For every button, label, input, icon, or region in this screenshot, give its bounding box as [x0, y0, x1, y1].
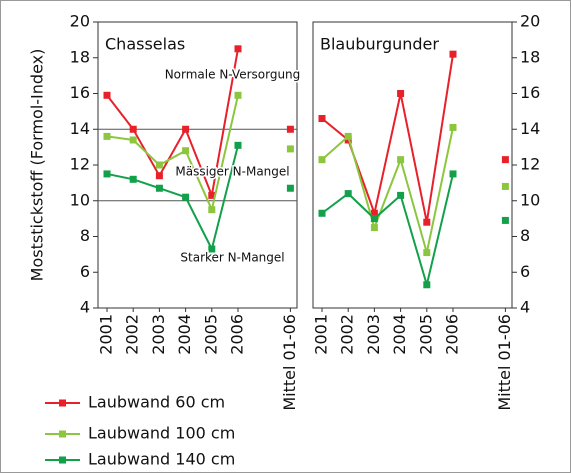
marker — [182, 193, 190, 201]
y-tick-label: 18 — [520, 47, 540, 66]
x-tick-label: 2005 — [201, 314, 220, 355]
x-tick-label: Mittel 01-06 — [280, 314, 299, 411]
y-tick-label: 10 — [70, 190, 90, 209]
marker — [103, 170, 111, 178]
marker — [318, 209, 326, 217]
marker — [155, 172, 163, 180]
marker — [129, 136, 137, 144]
marker — [397, 90, 405, 97]
y-tick-label: 20 — [70, 12, 90, 31]
marker — [344, 190, 352, 198]
marker — [449, 50, 457, 58]
y-tick-label: 16 — [70, 83, 90, 102]
marker — [397, 191, 405, 199]
marker — [155, 184, 163, 192]
x-tick-label: 2001 — [312, 314, 331, 355]
series-line — [321, 54, 454, 223]
x-tick-label: 2003 — [149, 314, 168, 355]
x-tick-label: 2006 — [228, 314, 247, 355]
marker — [286, 125, 294, 133]
marker — [155, 161, 163, 169]
annotation: Starker N-Mangel — [180, 251, 284, 265]
legend-marker — [59, 430, 66, 438]
legend-label: Laubwand 100 cm — [88, 424, 235, 443]
marker — [286, 145, 294, 153]
marker — [208, 191, 216, 199]
marker — [103, 132, 111, 140]
x-tick-label: 2005 — [416, 314, 435, 355]
marker — [370, 224, 378, 232]
marker — [208, 245, 216, 253]
marker — [370, 209, 378, 217]
y-tick-label: 16 — [520, 83, 540, 102]
series-line — [106, 95, 239, 213]
y-tick-label: 14 — [520, 119, 540, 138]
annotation: Mässiger N-Mangel — [175, 165, 289, 179]
marker — [234, 91, 242, 99]
marker — [423, 281, 431, 289]
marker — [449, 123, 457, 131]
annotation: Normale N-Versorgung — [165, 68, 301, 82]
x-tick-label: Mittel 01-06 — [495, 314, 514, 411]
series-line — [106, 48, 239, 200]
x-tick-label: 2001 — [97, 314, 116, 355]
y-tick-label: 10 — [520, 190, 540, 209]
marker — [182, 125, 190, 133]
panel-title: Chasselas — [105, 35, 185, 54]
series-line — [106, 145, 239, 252]
marker — [344, 132, 352, 140]
panel-title: Blauburgunder — [320, 35, 439, 54]
marker — [501, 216, 509, 224]
marker — [318, 156, 326, 164]
marker — [208, 206, 216, 214]
series-line — [321, 127, 454, 253]
marker — [423, 218, 431, 226]
x-tick-label: 2002 — [338, 314, 357, 355]
marker — [234, 141, 242, 149]
marker — [318, 115, 326, 123]
y-tick-label: 4 — [520, 298, 530, 317]
y-tick-label: 6 — [520, 262, 530, 281]
marker — [129, 125, 137, 133]
y-tick-label: 8 — [80, 226, 90, 245]
marker — [449, 170, 457, 178]
legend-marker — [59, 456, 66, 464]
y-tick-label: 6 — [80, 262, 90, 281]
y-tick-label: 12 — [70, 155, 90, 174]
marker — [234, 45, 242, 53]
marker — [286, 184, 294, 192]
y-axis-label: Moststickstoff (Formol-Index) — [28, 49, 47, 282]
marker — [129, 175, 137, 183]
x-tick-label: 2006 — [443, 314, 462, 355]
y-tick-label: 8 — [520, 226, 530, 245]
legend-label: Laubwand 140 cm — [88, 450, 235, 469]
y-tick-label: 14 — [70, 119, 90, 138]
marker — [501, 156, 509, 164]
y-tick-label: 4 — [80, 298, 90, 317]
series-line — [321, 173, 454, 289]
y-tick-label: 18 — [70, 47, 90, 66]
x-tick-label: 2003 — [364, 314, 383, 355]
marker — [370, 215, 378, 223]
legend-label: Laubwand 60 cm — [88, 393, 225, 412]
marker — [397, 156, 405, 164]
y-tick-label: 12 — [520, 155, 540, 174]
marker — [501, 182, 509, 190]
x-tick-label: 2004 — [175, 314, 194, 355]
x-tick-label: 2002 — [123, 314, 142, 355]
marker — [423, 249, 431, 257]
y-tick-label: 20 — [520, 12, 540, 31]
legend-marker — [59, 399, 66, 407]
marker — [103, 91, 111, 99]
x-tick-label: 2004 — [390, 314, 409, 355]
marker — [182, 147, 190, 155]
